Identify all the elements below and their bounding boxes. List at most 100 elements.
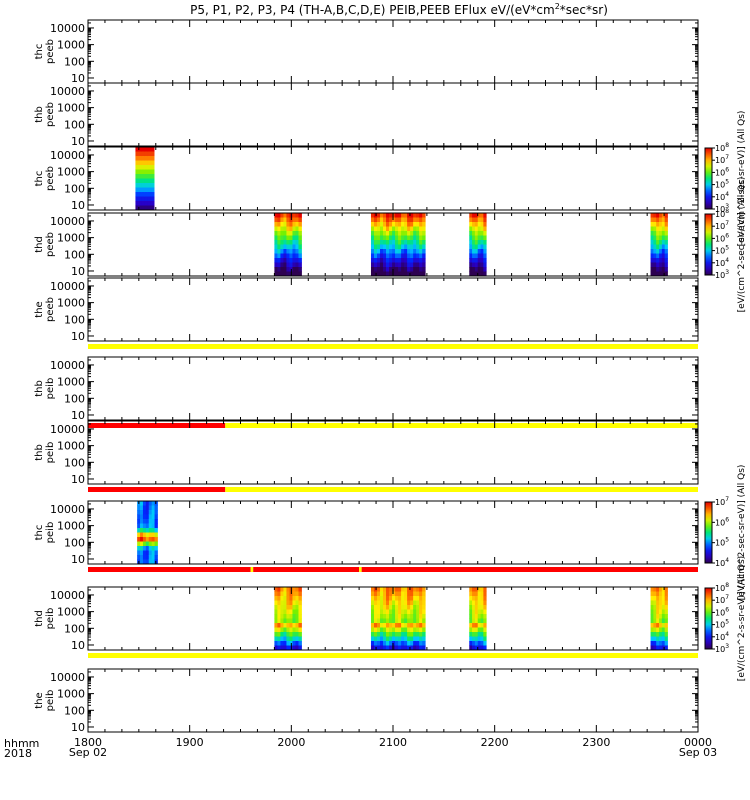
y-tick-label: 100: [64, 182, 85, 195]
colorbar-label: [eV/(cm^2-s-sr-eV)] (All Qs): [737, 556, 747, 681]
panel-frame: [87, 500, 699, 565]
colorbar-gradient: [704, 587, 713, 650]
status-segment-0: [88, 487, 226, 492]
status-segment-0: [88, 423, 226, 428]
y-tick-label: 10000: [50, 671, 85, 684]
spectrum-block-0: [274, 587, 302, 651]
x-tick-label: 0000: [684, 736, 712, 749]
y-tick-label: 10000: [50, 359, 85, 372]
spectrum-block-1: [370, 213, 426, 277]
y-tick-label: 100: [64, 704, 85, 717]
panel-label: thdpeib: [34, 608, 56, 630]
status-bar: [88, 653, 698, 658]
colorbar-tick-label: 105: [715, 179, 729, 190]
x-tick-label: 2300: [582, 736, 610, 749]
panel-the-peib: 10 100 1000 10000 thepeib: [34, 668, 699, 734]
y-tick-label: 10: [71, 199, 85, 212]
y-tick-label: 1000: [57, 102, 85, 115]
panel-thd-peib: 10100100010000thdpeib103104105106107108[…: [34, 556, 747, 681]
y-tick-label: 1000: [57, 440, 85, 453]
status-segment-2: [253, 567, 360, 572]
x-tick-label: 2100: [379, 736, 407, 749]
status-segment-1: [225, 487, 698, 492]
y-tick-label: 10: [71, 721, 85, 734]
colorbar-label: [eV/(cm^2-sec-sr-eV)] (All Qs): [737, 111, 747, 247]
y-tick-label: 10: [71, 135, 85, 148]
y-tick-label: 10000: [50, 215, 85, 228]
colorbar-tick-label: 107: [715, 594, 729, 605]
panel-label: thcpeib: [34, 522, 56, 544]
status-bar: [88, 344, 698, 349]
y-tick-label: 10: [71, 639, 85, 652]
panel-probe-label: thb: [34, 380, 45, 397]
colorbar-tick-label: 106: [715, 166, 729, 177]
colorbar-label: [eV/(cm^2-sec-sr-eV)] (All Qs): [737, 177, 747, 313]
status-segment-0: [88, 567, 251, 572]
y-tick-label: 10000: [50, 149, 85, 162]
panel-probe-label: thc: [34, 525, 45, 541]
panel-probe-label: thc: [34, 171, 45, 187]
panel-instrument-label: peeb: [45, 39, 56, 64]
panel-instrument-label: peib: [45, 522, 56, 544]
colorbar-tick-label: 103: [715, 269, 729, 280]
panel-probe-label: the: [34, 692, 45, 708]
colorbar-tick-label: 103: [715, 203, 729, 214]
colorbar: 104 105 106 107 [eV/(cm^2-sec-sr-eV)] (All Q…: [704, 465, 747, 601]
y-tick-label: 10: [71, 409, 85, 422]
status-segment-0: [88, 344, 698, 349]
y-tick-label: 100: [64, 392, 85, 405]
panel-the-peeb: 10 100 1000 10000 thepeeb: [34, 277, 699, 349]
spectrum-block-0: [274, 213, 302, 277]
panel-label: thcpeeb: [34, 166, 56, 191]
y-tick-label: 1000: [57, 520, 85, 533]
colorbar-tick-label: 104: [715, 191, 729, 202]
panel-frame: [87, 82, 699, 147]
panel-instrument-label: peib: [45, 690, 56, 712]
spectrum-block-3: [650, 587, 668, 651]
panel-frame: [87, 146, 699, 211]
panel-instrument-label: peib: [45, 378, 56, 400]
panel-thc-peib: 10 100 1000 10000 thcpeib 104 105 106 107 [eV/(cm…: [34, 465, 747, 601]
y-tick-label: 10000: [50, 423, 85, 436]
colorbar-tick-label: 105: [715, 537, 729, 548]
panel-frame: [87, 668, 699, 733]
x-tick-label: 2200: [481, 736, 509, 749]
y-tick-label: 1000: [57, 606, 85, 619]
spectrum-block-2: [469, 213, 487, 277]
y-tick-label: 10000: [50, 589, 85, 602]
x-tick-label: 2000: [277, 736, 305, 749]
status-segment-4: [361, 567, 698, 572]
panel-frame: [87, 19, 699, 84]
y-tick-label: 10000: [50, 280, 85, 293]
y-tick-label: 1000: [57, 688, 85, 701]
panel-thc-peeb: 10100100010000thcpeeb103104105106107108[…: [34, 111, 747, 247]
panel-probe-label: thb: [34, 444, 45, 461]
y-tick-label: 100: [64, 55, 85, 68]
spectrum-block-1: [370, 587, 426, 651]
colorbar-label: [eV/(cm^2-sec-sr-eV)] (All Qs): [737, 465, 747, 601]
status-bar: [88, 487, 698, 492]
panel-probe-label: thd: [34, 236, 45, 253]
colorbar-tick-label: 106: [715, 516, 729, 527]
colorbar-tick-label: 107: [715, 220, 729, 231]
panel-probe-label: thb: [34, 106, 45, 123]
status-segment-3: [359, 567, 362, 572]
y-tick-label: 100: [64, 456, 85, 469]
panel-thd-peeb: 10100100010000thdpeeb103104105106107108[…: [34, 177, 747, 313]
colorbar-tick-label: 103: [715, 643, 729, 654]
status-segment-1: [225, 423, 698, 428]
x-tick-date: Sep 02: [69, 746, 107, 759]
panel-frame: [87, 420, 699, 485]
y-tick-label: 1000: [57, 39, 85, 52]
panel-instrument-label: peeb: [45, 166, 56, 191]
panel-frame: [87, 277, 699, 342]
y-tick-label: 10: [71, 553, 85, 566]
x-axis-label-hhmm: hhmm: [4, 737, 39, 750]
panel-instrument-label: peeb: [45, 297, 56, 322]
y-tick-label: 1000: [57, 166, 85, 179]
colorbar-tick-label: 108: [715, 582, 729, 593]
y-tick-label: 100: [64, 622, 85, 635]
